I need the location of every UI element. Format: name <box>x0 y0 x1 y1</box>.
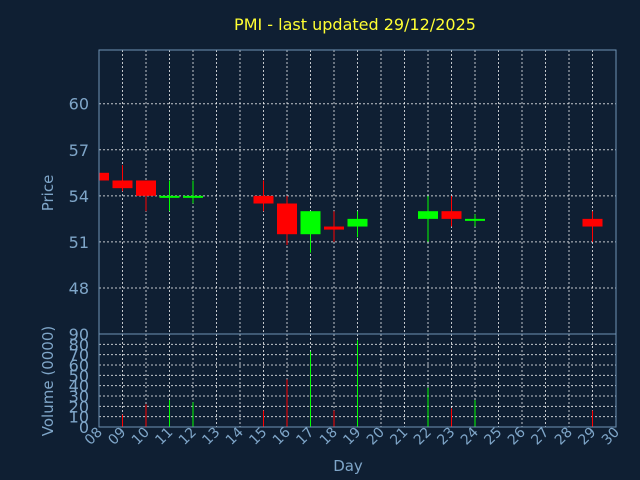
candle-body <box>465 218 485 221</box>
volume-frame <box>98 333 617 428</box>
candle-body <box>99 172 109 181</box>
volume-tick-label: 50 <box>69 366 89 385</box>
candle-body <box>582 218 603 227</box>
price-tick-label: 60 <box>69 95 89 114</box>
candle-body <box>112 180 133 189</box>
volume-tick-label: 70 <box>69 346 89 365</box>
volume-tick-label: 20 <box>69 397 89 416</box>
volume-tick-label: 0 <box>79 418 89 437</box>
price-tick-label: 48 <box>69 279 89 298</box>
volume-bars <box>122 340 593 427</box>
price-grid <box>99 50 616 334</box>
volume-tick-label: 80 <box>69 335 89 354</box>
candle-body <box>324 226 344 230</box>
candle-body <box>300 211 321 235</box>
volume-tick-label: 60 <box>69 356 89 375</box>
candle-body <box>441 211 462 219</box>
price-tick-label: 54 <box>69 187 89 206</box>
volume-tick-label: 10 <box>69 408 89 427</box>
x-axis-label: Day <box>333 457 363 475</box>
price-y-ticks: 48 51 54 57 60 <box>69 95 89 298</box>
candle-body <box>347 218 368 227</box>
volume-tick-label: 30 <box>69 387 89 406</box>
chart-title: PMI - last updated 29/12/2025 <box>234 15 476 34</box>
candle-body <box>418 211 438 219</box>
price-tick-label: 51 <box>69 233 89 252</box>
x-ticks: 08 09 10 11 12 13 14 15 16 17 18 19 20 21 22 23 24 25 26 27… <box>82 424 623 448</box>
candle-body <box>253 195 274 204</box>
candle-body <box>183 195 203 198</box>
volume-tick-label: 90 <box>69 325 89 344</box>
candle-body <box>277 203 297 235</box>
price-tick-label: 57 <box>69 141 89 160</box>
volume-tick-label: 40 <box>69 377 89 396</box>
candle-body <box>136 180 156 196</box>
candle-body <box>159 195 180 198</box>
price-axis-label: Price <box>39 175 57 212</box>
volume-axis-label: Volume (0000) <box>39 326 57 436</box>
